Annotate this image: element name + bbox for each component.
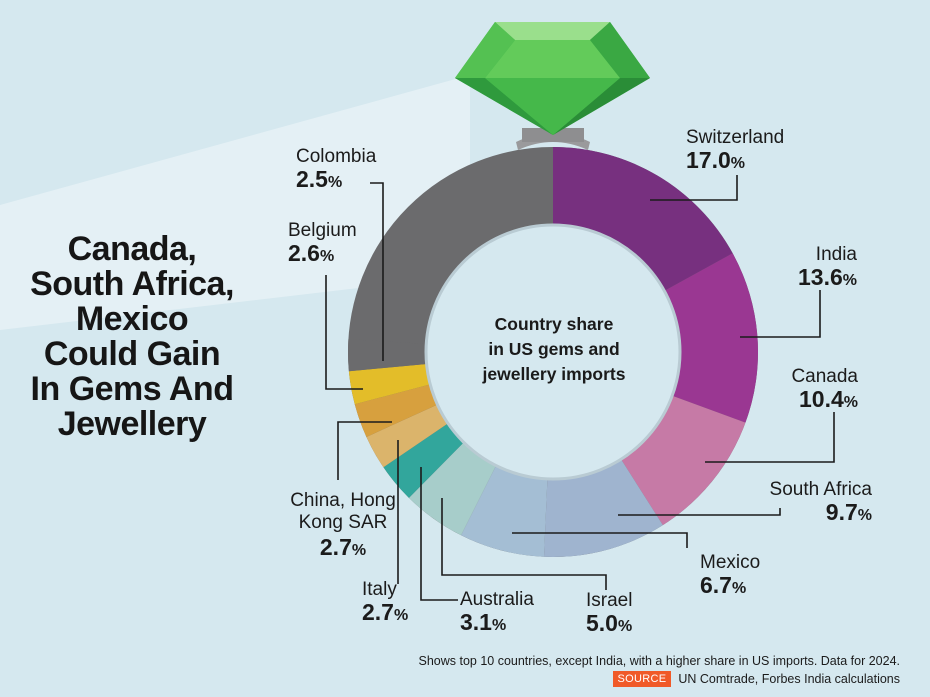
slice-label-name: South Africa [769,479,872,500]
slice-label-name: Mexico [700,552,761,573]
donut-slice [408,442,497,536]
source-tag: SOURCE [612,671,672,687]
headline-line: In Gems And [30,370,234,408]
slice-value-number: 2.7 [319,534,352,560]
donut-slice [383,423,464,498]
slice-label: Australia 3.1% [460,590,534,634]
slice-value-percent: % [843,394,858,411]
leader-line [370,182,384,361]
slice-value-number: 10.4 [799,386,844,412]
center-label-line: in US gems and [488,339,620,359]
headline-line: Jewellery [57,405,207,443]
slice-label-name: Australia [460,589,534,610]
slice-value-percent: % [319,248,335,265]
source-line: SOURCE UN Comtrade, Forbes India calcula… [612,671,900,687]
footnote: Shows top 10 countries, except India, wi… [418,654,900,668]
slice-label-value: 2.5% [296,168,376,191]
slice-value-percent: % [730,155,745,172]
donut-slice [461,465,548,557]
slice-value-percent: % [351,542,367,559]
slice-value-percent: % [857,507,872,524]
leader-line [441,498,607,590]
donut-slice [348,363,431,405]
slice-value-percent: % [842,272,857,289]
slice-label: Belgium 2.6% [288,221,357,265]
donut-slice [621,395,746,526]
donut-slice [366,404,448,468]
slice-value-number: 5.0 [586,610,618,636]
slice-label: Italy 2.7% [362,580,408,624]
slice-label: Canada 10.4% [788,367,858,411]
headline-line: Canada, [67,230,197,268]
headline-line: Mexico [75,300,189,338]
center-label-line: Country share [494,314,614,334]
donut-slice [354,384,438,437]
donut-slice [347,339,427,372]
slice-label-name: Canada [791,366,858,387]
slice-value-percent: % [731,580,747,597]
leader-line [325,275,363,390]
slice-label-value: 17.0% [686,149,784,172]
leader-line [740,290,821,338]
slice-value-number: 13.6 [798,264,843,290]
slice-label: Switzerland 17.0% [686,128,784,172]
slice-label: India 13.6% [787,245,857,289]
slice-label-value: 3.1% [460,611,534,634]
slice-label-value: 2.7% [362,601,408,624]
slice-label-value: 2.7% [288,536,398,559]
leader-line [420,467,458,601]
donut-slice [664,253,758,423]
slice-label: South Africa 9.7% [762,480,872,524]
center-label-line: jewellery imports [482,364,626,384]
leader-line [618,508,781,516]
leader-line [650,175,738,201]
slice-value-number: 9.7 [825,499,858,525]
leader-lines [325,175,835,601]
source-text: UN Comtrade, Forbes India calculations [678,672,900,686]
donut-slice [553,147,733,291]
slice-value-percent: % [491,617,507,634]
slice-label-value: 6.7% [700,574,760,597]
slice-label-name: China, Hong Kong SAR [290,490,396,533]
slice-value-number: 2.6 [288,240,320,266]
slice-label-name: Colombia [296,146,377,167]
slice-value-percent: % [327,174,343,191]
leader-line [512,532,688,548]
slice-label: Colombia 2.5% [296,147,376,191]
slice-label: Israel 5.0% [586,591,632,635]
slice-label: China, Hong Kong SAR 2.7% [288,490,398,559]
slice-value-percent: % [617,618,633,635]
slice-label: Mexico 6.7% [700,553,760,597]
slice-label-value: 10.4% [788,388,858,411]
slice-label-name: Belgium [288,220,357,241]
headline: Canada, South Africa, Mexico Could Gain … [14,232,250,442]
headline-line: South Africa, [30,265,234,303]
slice-value-number: 2.7 [362,599,394,625]
chart-center-label: Country share in US gems and jewellery i… [466,312,642,387]
slice-label-value: 2.6% [288,242,357,265]
slice-value-number: 3.1 [460,609,492,635]
slice-value-percent: % [393,607,409,624]
slice-label-name: Switzerland [686,127,785,148]
slice-label-value: 13.6% [787,266,857,289]
slice-value-number: 17.0 [686,147,731,173]
slice-value-number: 2.5 [296,166,328,192]
slice-label-name: India [815,244,857,265]
leader-line [705,412,835,463]
slice-label-value: 9.7% [762,501,872,524]
gem-icon [455,22,650,135]
slice-label-name: Israel [586,590,633,611]
donut-hole [424,223,682,481]
leader-line [337,421,392,480]
light-beam [0,75,470,330]
slice-value-number: 6.7 [700,572,732,598]
slice-label-name: Italy [362,579,397,600]
headline-line: Could Gain [43,335,221,373]
donut-chart [347,147,758,557]
slice-label-value: 5.0% [586,612,632,635]
